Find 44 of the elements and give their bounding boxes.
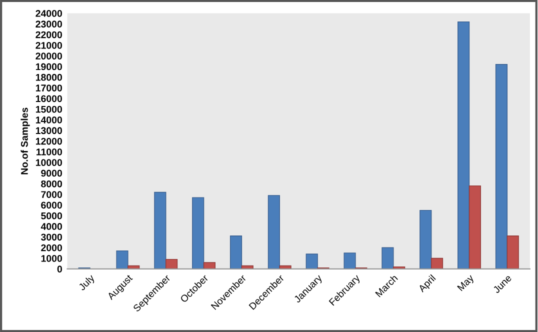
y-tick-label: 2000 xyxy=(41,244,62,252)
y-tick-label: 11000 xyxy=(36,148,62,156)
bar xyxy=(230,236,242,269)
y-tick-label: 4000 xyxy=(40,223,62,230)
y-tick-label: 7000 xyxy=(41,191,62,198)
x-tick-label: July xyxy=(78,274,96,292)
bar xyxy=(468,185,481,269)
y-tick-label: 19000 xyxy=(36,63,62,70)
y-tick-label: 14000 xyxy=(36,116,62,124)
y-axis-title: No.of Samples xyxy=(20,108,30,174)
y-tick-label: 3000 xyxy=(40,234,62,241)
bar xyxy=(203,262,216,269)
bar xyxy=(306,254,318,269)
bar xyxy=(458,21,470,269)
y-tick-label: 10000 xyxy=(36,159,62,166)
bar xyxy=(420,210,432,269)
y-tick-label: 12000 xyxy=(36,138,62,145)
y-tick-label: 15000 xyxy=(36,106,62,113)
y-tick-label: 9000 xyxy=(41,170,62,177)
bar xyxy=(382,247,394,269)
y-tick-label: 0 xyxy=(57,266,62,273)
y-tick-label: 21000 xyxy=(36,42,62,49)
bar xyxy=(154,192,166,269)
y-tick-label: 20000 xyxy=(36,52,62,60)
bar xyxy=(268,195,280,269)
y-tick-label: 16000 xyxy=(36,95,62,102)
y-tick-label: 24000 xyxy=(36,10,62,17)
y-tick-label: 6000 xyxy=(41,202,62,209)
y-tick-label: 18000 xyxy=(36,74,62,81)
bar xyxy=(116,250,128,269)
bar xyxy=(506,236,519,269)
bar xyxy=(166,258,178,269)
x-tick-label: May xyxy=(457,274,476,293)
y-tick-label: 13000 xyxy=(36,127,62,134)
y-tick-label: 23000 xyxy=(36,20,62,28)
bar xyxy=(344,252,356,269)
y-tick-label: 1000 xyxy=(41,255,62,262)
y-tick-label: 17000 xyxy=(36,84,62,92)
y-tick-label: 5000 xyxy=(41,212,62,220)
y-tick-label: 22000 xyxy=(36,31,62,38)
bar xyxy=(192,197,204,269)
y-tick-label: 8000 xyxy=(41,180,62,188)
bar xyxy=(430,258,444,269)
bar xyxy=(495,64,508,269)
